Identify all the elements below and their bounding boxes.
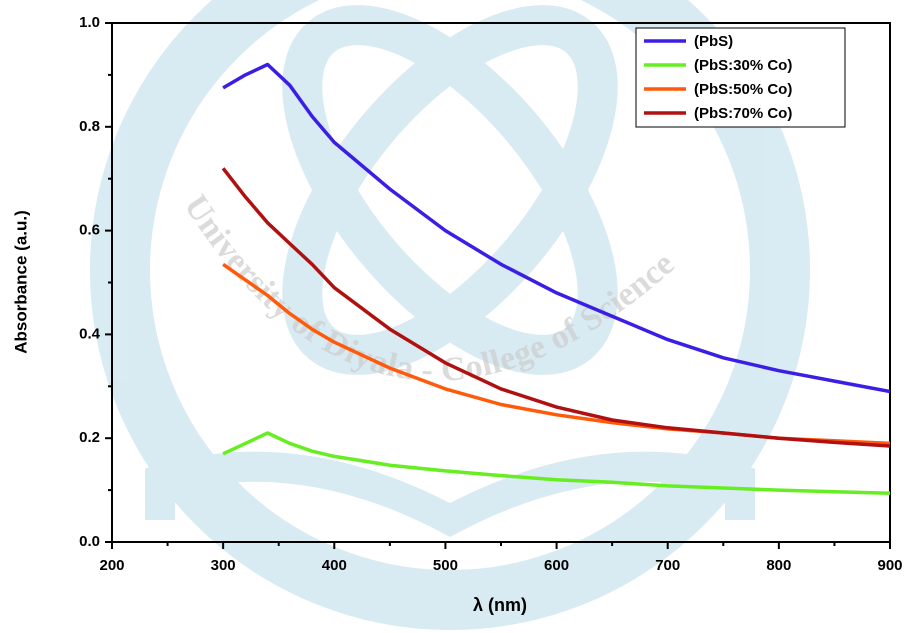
x-tick-label: 500 — [433, 557, 458, 574]
x-tick-label: 800 — [766, 557, 791, 574]
y-tick-label: 0.2 — [79, 429, 100, 446]
legend-label: (PbS:70% Co) — [694, 105, 792, 122]
y-tick-label: 0.6 — [79, 222, 100, 239]
series-line — [222, 431, 891, 495]
x-tick-label: 300 — [211, 557, 236, 574]
x-tick-label: 400 — [322, 557, 347, 574]
x-axis-label: λ (nm) — [473, 595, 527, 615]
x-tick-label: 700 — [655, 557, 680, 574]
x-tick-label: 200 — [99, 557, 124, 574]
y-tick-label: 0.8 — [79, 118, 100, 135]
x-tick-label: 900 — [877, 557, 902, 574]
series-line — [221, 167, 891, 448]
legend-box — [635, 27, 846, 128]
x-tick-label: 600 — [544, 557, 569, 574]
legend-label: (PbS) — [694, 33, 733, 50]
legend-label: (PbS:50% Co) — [694, 81, 792, 98]
y-tick-label: 1.0 — [79, 14, 100, 31]
y-tick-label: 0.4 — [79, 325, 101, 342]
y-axis-label: Absorbance (a.u.) — [11, 210, 30, 354]
legend-label: (PbS:30% Co) — [694, 57, 792, 74]
series-line — [222, 62, 891, 394]
y-tick-label: 0.0 — [79, 533, 100, 550]
watermark-logo — [90, 0, 810, 630]
